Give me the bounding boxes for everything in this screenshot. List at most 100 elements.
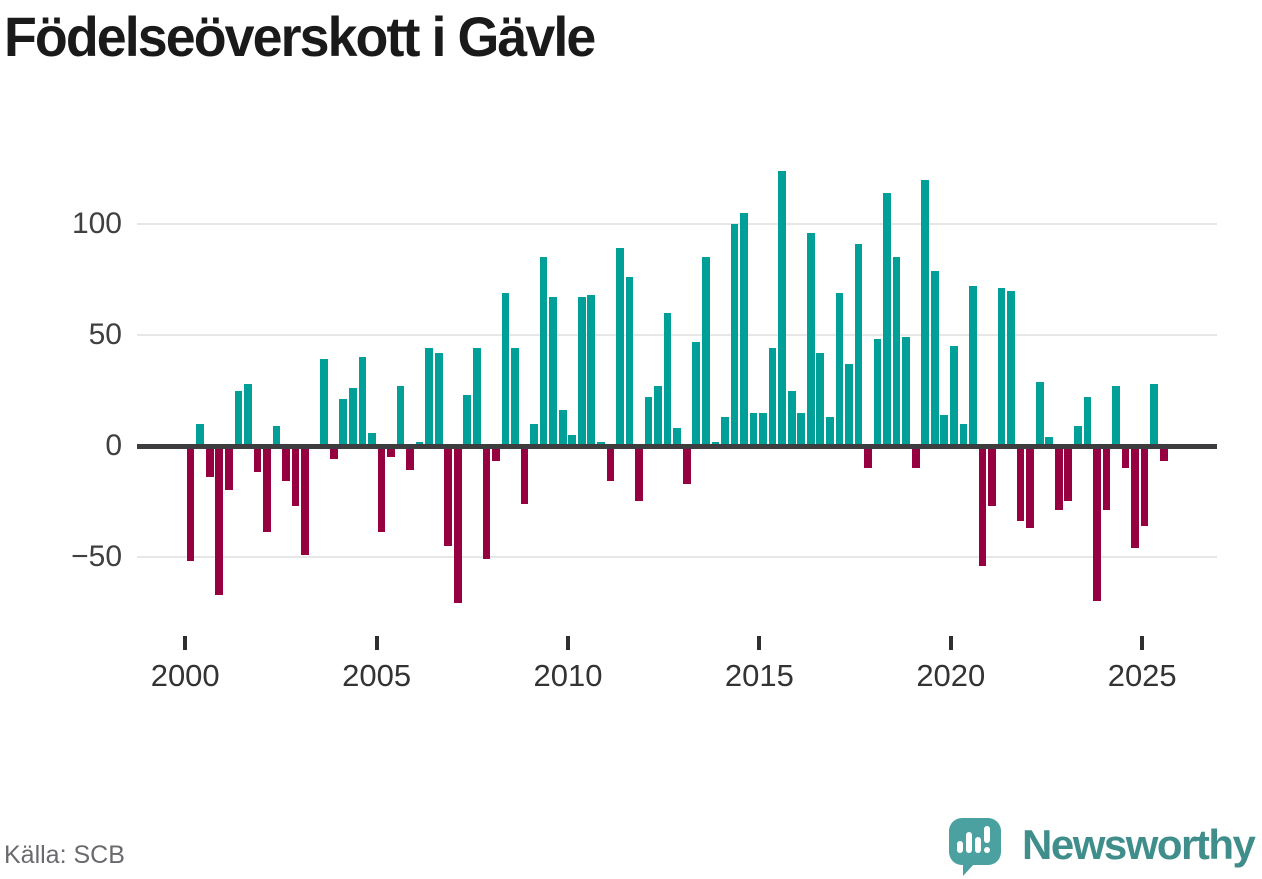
y-tick-label: 100	[71, 207, 122, 240]
bar	[1016, 448, 1025, 522]
bar	[587, 295, 596, 446]
bar	[205, 448, 214, 477]
bar	[654, 386, 662, 446]
bar	[988, 448, 996, 506]
bar	[539, 257, 548, 446]
bar	[721, 417, 729, 446]
bar	[358, 357, 367, 446]
bar	[749, 412, 758, 446]
bar	[473, 348, 481, 446]
chart-title: Födelseöverskott i Gävle	[4, 5, 596, 68]
bar	[711, 441, 720, 446]
bar	[797, 412, 806, 446]
bar	[883, 192, 891, 446]
source-text: Källa: SCB	[4, 841, 125, 869]
bar	[692, 341, 701, 446]
x-tick-mark	[948, 636, 953, 650]
bar	[950, 346, 958, 446]
bar	[291, 448, 300, 506]
bar	[921, 179, 930, 446]
bar	[959, 423, 968, 446]
bar	[816, 352, 825, 446]
bar	[406, 448, 414, 471]
bar	[520, 448, 529, 504]
bar	[1007, 290, 1015, 446]
bar	[1054, 448, 1063, 511]
bar	[186, 448, 195, 562]
bar	[1150, 383, 1159, 446]
bar	[1159, 448, 1168, 462]
bar	[1045, 437, 1054, 446]
bar	[1074, 426, 1082, 446]
x-tick-label: 2020	[916, 658, 986, 693]
bar	[415, 441, 424, 446]
bar	[873, 339, 882, 446]
bar	[997, 288, 1006, 446]
bar	[244, 383, 252, 446]
gridline	[137, 223, 1217, 225]
bar	[511, 348, 519, 446]
bar	[577, 297, 586, 446]
x-axis-line	[137, 444, 1217, 449]
y-tick-label: 0	[105, 429, 122, 462]
newsworthy-logo: Newsworthy	[946, 815, 1262, 879]
bar	[282, 448, 290, 482]
x-tick-label: 2025	[1107, 658, 1177, 693]
x-tick-mark	[1140, 636, 1145, 650]
gridline	[137, 556, 1217, 558]
bar	[196, 423, 205, 446]
x-tick-label: 2015	[724, 658, 794, 693]
bar	[1093, 448, 1101, 602]
bar	[597, 441, 605, 446]
bar	[339, 399, 348, 446]
bar	[1131, 448, 1139, 548]
bar	[1140, 448, 1149, 526]
bar	[368, 432, 376, 446]
bar	[606, 448, 615, 482]
bar	[530, 423, 538, 446]
bar	[348, 388, 357, 446]
bar	[568, 434, 577, 446]
bar	[377, 448, 386, 533]
x-tick-mark	[183, 636, 188, 650]
bar	[740, 212, 748, 446]
x-tick-mark	[374, 636, 379, 650]
bar	[215, 448, 224, 595]
y-tick-label: 50	[88, 318, 122, 351]
x-tick-label: 2010	[533, 658, 603, 693]
bar	[911, 448, 920, 468]
bar	[549, 297, 557, 446]
x-tick-mark	[566, 636, 570, 650]
bar	[272, 426, 281, 446]
gridline	[137, 334, 1217, 336]
x-tick-label: 2000	[150, 658, 220, 693]
bar	[425, 348, 433, 446]
bar	[492, 448, 500, 462]
bar	[730, 224, 739, 446]
bar	[1035, 381, 1044, 446]
bar	[444, 448, 453, 546]
bar	[635, 448, 643, 502]
bar	[263, 448, 271, 533]
bar	[930, 270, 939, 446]
bar	[663, 312, 672, 446]
bar	[806, 232, 815, 446]
bar	[616, 248, 624, 446]
bar	[224, 448, 233, 491]
bar	[482, 448, 491, 559]
bar	[701, 257, 710, 446]
bar	[320, 359, 329, 446]
bar	[644, 397, 653, 446]
bar	[825, 417, 834, 446]
x-tick-label: 2005	[342, 658, 412, 693]
bar	[558, 410, 567, 446]
bar	[434, 352, 443, 446]
logo-wordmark: Newsworthy	[1022, 821, 1256, 868]
bar	[501, 292, 510, 446]
bar	[768, 348, 777, 446]
bar	[969, 286, 977, 446]
bar	[1112, 386, 1120, 446]
bar	[845, 363, 853, 446]
